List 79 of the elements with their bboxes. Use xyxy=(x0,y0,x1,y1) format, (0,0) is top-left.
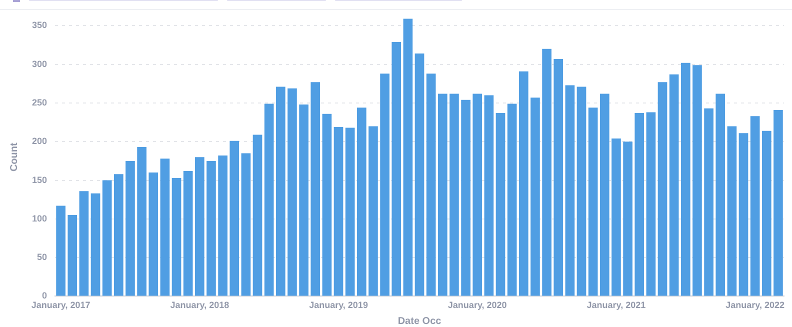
y-tick-label: 50 xyxy=(37,252,48,262)
bar xyxy=(507,104,517,296)
bar xyxy=(252,134,262,296)
x-axis-title: Date Occ xyxy=(398,316,442,327)
bar xyxy=(716,94,726,296)
bar xyxy=(102,180,112,296)
bar xyxy=(148,172,158,296)
bar xyxy=(68,215,78,296)
bar xyxy=(241,153,251,296)
y-tick-label: 300 xyxy=(32,58,48,69)
bar xyxy=(646,112,656,296)
bar xyxy=(588,108,598,296)
bar xyxy=(658,82,668,296)
bar xyxy=(542,48,552,296)
bar xyxy=(496,113,506,296)
bar xyxy=(518,71,528,296)
bar xyxy=(484,95,494,296)
bar xyxy=(623,142,632,296)
bar xyxy=(680,62,690,296)
y-tick-label: 0 xyxy=(42,290,48,301)
bar xyxy=(218,156,228,296)
y-axis-title: Count xyxy=(8,142,20,172)
bar xyxy=(530,98,540,296)
bar xyxy=(114,174,124,296)
x-tick-label: January, 2018 xyxy=(170,300,230,310)
bar xyxy=(634,113,644,296)
bar xyxy=(183,171,193,296)
bar xyxy=(230,140,240,296)
bar xyxy=(554,58,564,296)
bar xyxy=(414,54,424,296)
bar xyxy=(288,88,297,296)
bar xyxy=(600,94,610,296)
bar xyxy=(264,104,274,296)
bar xyxy=(403,18,413,296)
x-tick-label: January, 2020 xyxy=(448,300,507,310)
bar xyxy=(612,138,621,296)
x-tick-label: January, 2022 xyxy=(726,300,785,310)
bar xyxy=(368,126,378,296)
bar xyxy=(704,108,714,296)
y-tick-label: 200 xyxy=(32,136,48,146)
y-tick-label: 250 xyxy=(32,97,48,108)
y-tick-label: 350 xyxy=(32,20,48,30)
bar xyxy=(461,100,470,296)
bar xyxy=(322,114,332,296)
bar xyxy=(299,104,308,296)
bar xyxy=(774,110,783,296)
bar xyxy=(172,178,182,296)
bar xyxy=(356,108,366,296)
x-tick-label: January, 2017 xyxy=(31,300,90,310)
bar xyxy=(206,160,216,296)
bar xyxy=(160,158,170,296)
bar xyxy=(380,74,390,296)
y-tick-label: 100 xyxy=(32,213,48,224)
bar xyxy=(392,42,402,296)
bar xyxy=(450,94,459,296)
y-tick-label: 150 xyxy=(32,174,48,185)
bar xyxy=(438,94,448,296)
bar xyxy=(692,65,702,296)
bar xyxy=(334,126,344,296)
x-tick-label: January, 2019 xyxy=(309,300,368,310)
bar xyxy=(472,94,482,296)
x-tick-label: January, 2021 xyxy=(586,300,646,310)
bar xyxy=(738,133,748,296)
bar xyxy=(310,82,320,296)
bar xyxy=(56,206,66,296)
bar xyxy=(194,157,204,296)
bar xyxy=(565,85,575,296)
bar xyxy=(576,86,586,296)
bar xyxy=(126,160,135,296)
bar xyxy=(79,191,89,296)
bar xyxy=(750,116,760,296)
bar xyxy=(276,86,286,296)
bar xyxy=(762,130,772,296)
bar xyxy=(669,74,679,296)
bar xyxy=(426,74,436,296)
bar xyxy=(137,147,146,296)
bar xyxy=(90,193,100,296)
bar xyxy=(727,126,737,296)
bar xyxy=(345,128,355,296)
